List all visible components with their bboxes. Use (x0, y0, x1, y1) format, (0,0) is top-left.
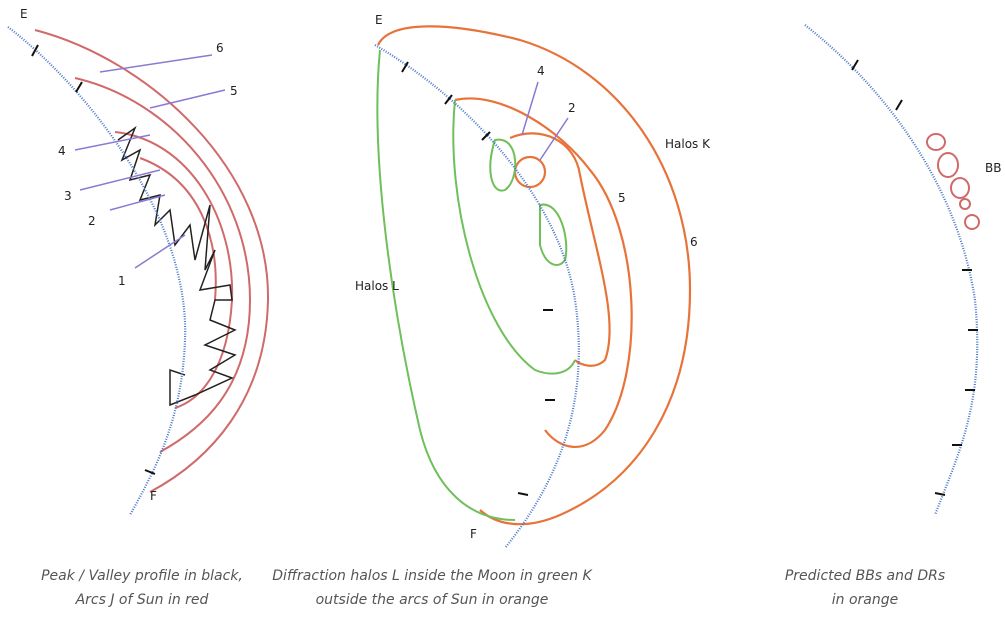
label: E (20, 7, 28, 21)
sun-limb (374, 44, 580, 549)
bb (950, 177, 970, 199)
caption: Diffraction halos L inside the Moon in g… (272, 568, 593, 584)
arc-5 (74, 77, 252, 453)
label: 5 (618, 191, 626, 205)
arc-3 (139, 157, 217, 301)
caption: outside the arcs of Sun in orange (316, 592, 549, 608)
halo-l-inner (452, 99, 576, 375)
panel-2: E 4 2 Halos K 5 6 Halos L F Diffraction … (272, 13, 711, 608)
label: E (375, 13, 383, 27)
tick (517, 492, 529, 496)
leader (109, 194, 166, 211)
halo-4 (509, 132, 611, 367)
leader (99, 54, 213, 73)
label: 2 (568, 101, 576, 115)
leader (79, 169, 161, 191)
tick (401, 61, 409, 73)
caption: Arcs J of Sun in red (75, 592, 209, 608)
label: F (470, 527, 477, 541)
tick (144, 469, 156, 475)
bb (926, 133, 946, 151)
arc-4 (114, 131, 234, 409)
panel-3: BB Predicted BBs and DRs in orange (785, 24, 1001, 608)
caption: in orange (832, 592, 899, 608)
halo-5 (454, 97, 633, 448)
label: 3 (64, 189, 72, 203)
halo-l-small (489, 138, 517, 192)
leader (149, 89, 226, 109)
tick (31, 44, 39, 57)
bb (937, 152, 959, 178)
panel-1: E 6 5 4 3 2 1 F Peak / Valley profile in… (7, 7, 270, 608)
label: Halos L (355, 279, 399, 293)
arc-6 (34, 29, 270, 493)
leader (74, 134, 151, 151)
label: 5 (230, 84, 238, 98)
bb (959, 198, 971, 210)
leader (539, 117, 569, 161)
tick (895, 99, 903, 111)
sun-limb (804, 24, 979, 516)
label: 2 (88, 214, 96, 228)
tick (934, 492, 946, 496)
halo-2 (513, 155, 547, 189)
leader (134, 234, 186, 269)
leader (521, 81, 539, 136)
halo-6 (377, 25, 692, 526)
tick (75, 81, 83, 93)
caption: Peak / Valley profile in black, (41, 568, 243, 584)
label: 4 (58, 144, 66, 158)
halo-l (376, 49, 516, 521)
label: 6 (690, 235, 698, 249)
bb (964, 214, 980, 230)
label: 6 (216, 41, 224, 55)
label: Halos K (665, 137, 711, 151)
tick (481, 131, 491, 141)
halo-l-small (539, 203, 568, 266)
sun-limb (7, 26, 187, 516)
profile (117, 125, 237, 407)
label: F (150, 489, 157, 503)
label: 4 (537, 64, 545, 78)
tick (851, 59, 859, 71)
tick (444, 94, 453, 105)
label: 1 (118, 274, 126, 288)
label: BB (985, 161, 1001, 175)
caption: Predicted BBs and DRs (785, 568, 945, 584)
